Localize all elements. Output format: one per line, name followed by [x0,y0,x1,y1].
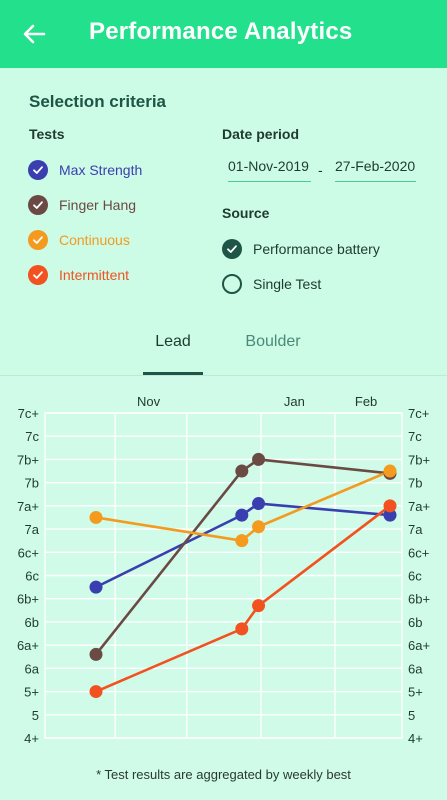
app-bar: Performance Analytics [0,0,447,68]
data-point-continuous [383,464,397,478]
y-tick-label-right: 6a [408,661,423,676]
test-option-label: Continuous [59,232,130,248]
data-point-finger-hang [89,647,103,661]
x-tick-label: Feb [355,394,377,409]
y-tick-label-left: 7c [25,429,39,444]
data-point-intermittent [235,622,249,636]
test-option-max-strength[interactable]: Max Strength [28,158,142,182]
check-circle-icon [28,195,48,215]
radio-unchecked-icon [222,274,242,294]
series-line-continuous [95,469,391,542]
plot-border [44,412,403,739]
active-tab-indicator [143,372,203,375]
data-point-max-strength [252,497,266,511]
date-from-field[interactable]: 01-Nov-2019 [228,158,311,182]
y-tick-label-right: 7a [408,522,423,537]
y-tick-label-right: 7b [408,476,422,491]
x-tick-label: Nov [137,394,161,409]
data-point-finger-hang [252,452,266,466]
performance-chart: Nov Jan Feb 4+ 4+ 5 5 5+ 5+ 6a 6a 6a+ 6a+ 6b 6b 6b+ 6b+ 6… [17,394,430,746]
y-tick-label-left: 4+ [24,731,39,746]
y-tick-label-left: 7a+ [17,499,39,514]
y-tick-label-left: 6b [25,615,39,630]
test-option-label: Intermittent [59,267,130,283]
y-tick-label-left: 6a+ [17,638,39,653]
back-button[interactable] [20,20,48,48]
check-circle-icon [28,160,48,180]
y-tick-label-left: 6c+ [18,545,39,560]
radio-checked-icon [222,239,242,259]
selection-criteria-title: Selection criteria [29,92,167,111]
y-tick-label-right: 7b+ [408,452,430,467]
data-point-max-strength [235,508,249,522]
tab-boulder[interactable]: Boulder [245,333,301,350]
y-tick-label-right: 6b+ [408,592,430,607]
source-option-label: Single Test [253,276,322,292]
date-period-label: Date period [222,126,300,142]
series-line-intermittent [95,504,391,693]
data-point-intermittent [252,599,266,613]
y-tick-label-left: 7a [25,522,40,537]
date-separator: - [318,162,323,178]
y-tick-label-left: 7b [25,476,39,491]
test-option-continuous[interactable]: Continuous [28,228,130,252]
data-point-max-strength [383,508,397,522]
series-line-max-strength [95,502,391,589]
y-tick-label-left: 7c+ [18,406,39,421]
chart-panel: Nov Jan Feb 4+ 4+ 5 5 5+ 5+ 6a 6a 6a+ 6a+ 6b 6b 6b+ 6b+ 6… [0,375,447,800]
y-tick-label-right: 6c [408,569,422,584]
arrow-left-icon [23,24,46,44]
test-option-finger-hang[interactable]: Finger Hang [28,193,136,217]
y-tick-label-right: 7a+ [408,499,430,514]
source-option-single-test[interactable]: Single Test [222,272,321,296]
y-tick-label-right: 5+ [408,685,423,700]
source-option-label: Performance battery [253,241,380,257]
y-tick-label-left: 6c [25,569,39,584]
test-option-label: Finger Hang [59,197,137,213]
source-option-performance-battery[interactable]: Performance battery [222,237,380,261]
data-point-continuous [89,510,103,524]
test-option-intermittent[interactable]: Intermittent [28,263,129,287]
y-tick-label-right: 5 [408,708,415,723]
y-tick-label-left: 5 [32,708,39,723]
footnote: * Test results are aggregated by weekly … [96,767,351,782]
check-circle-icon [28,265,48,285]
data-point-continuous [235,534,249,548]
y-tick-label-right: 7c [408,429,422,444]
y-tick-label-right: 6a+ [408,638,430,653]
y-tick-label-left: 6a [25,661,40,676]
y-tick-label-right: 6b [408,615,422,630]
series-line-finger-hang [94,458,391,656]
source-label: Source [222,205,270,221]
check-circle-icon [28,230,48,250]
data-point-intermittent [89,685,103,699]
y-tick-label-right: 4+ [408,731,423,746]
data-point-continuous [252,520,266,534]
y-tick-label-left: 6b+ [17,592,39,607]
y-tick-label-left: 5+ [24,685,39,700]
page-title: Performance Analytics [89,18,353,45]
tab-lead[interactable]: Lead [155,333,191,350]
y-tick-label-right: 7c+ [408,406,429,421]
tests-label: Tests [29,126,65,142]
y-tick-label-right: 6c+ [408,545,429,560]
x-tick-label: Jan [284,394,305,409]
y-tick-label-left: 7b+ [17,452,39,467]
data-point-finger-hang [235,464,249,478]
data-point-intermittent [383,499,397,513]
data-point-max-strength [89,580,103,594]
date-to-field[interactable]: 27-Feb-2020 [335,158,416,182]
test-option-label: Max Strength [59,162,143,178]
